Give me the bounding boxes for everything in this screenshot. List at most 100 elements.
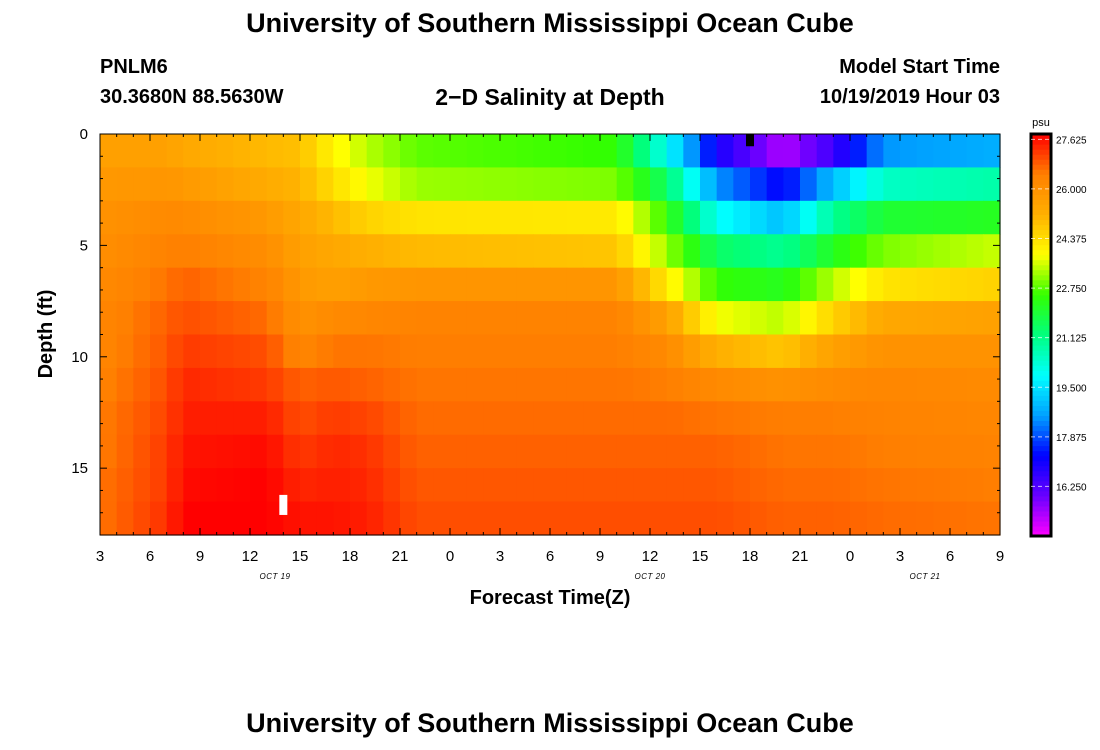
heatmap-cell — [650, 301, 668, 336]
heatmap-cell — [450, 234, 468, 269]
heatmap-cell — [916, 501, 934, 536]
heatmap-cell — [666, 367, 684, 402]
heatmap-cell — [233, 234, 251, 269]
heatmap-cell — [950, 334, 968, 369]
heatmap-cell — [816, 234, 834, 269]
heatmap-cell — [600, 468, 618, 503]
heatmap-cell — [316, 267, 334, 302]
heatmap-cell — [766, 200, 784, 235]
heatmap-cell — [266, 468, 284, 503]
heatmap-cell — [816, 267, 834, 302]
heatmap-cell — [500, 267, 518, 302]
heatmap-cell — [300, 468, 318, 503]
heatmap-cell — [100, 401, 118, 436]
heatmap-cell — [533, 267, 551, 302]
heatmap-cell — [800, 401, 818, 436]
heatmap-cell — [550, 501, 568, 536]
heatmap-cell — [433, 267, 451, 302]
heatmap-cell — [683, 134, 701, 169]
heatmap-cell — [100, 434, 118, 469]
heatmap-cell — [150, 234, 168, 269]
x-tick-label: 9 — [596, 548, 604, 565]
heatmap-cell — [650, 234, 668, 269]
heatmap-cell — [966, 167, 984, 202]
heatmap-cell — [450, 134, 468, 169]
x-tick-label: 12 — [642, 548, 659, 565]
heatmap-cell — [116, 234, 134, 269]
colorbar-swatch — [1031, 365, 1051, 371]
heatmap-cell — [600, 334, 618, 369]
heatmap-cell — [883, 167, 901, 202]
heatmap-cell — [450, 267, 468, 302]
heatmap-cell — [550, 167, 568, 202]
heatmap-cell — [133, 301, 151, 336]
heatmap-cell — [883, 200, 901, 235]
colorbar-label: 16.250 — [1056, 482, 1087, 493]
heatmap-cell — [200, 200, 218, 235]
heatmap-cell — [816, 334, 834, 369]
heatmap-cell — [333, 501, 351, 536]
heatmap-cell — [883, 501, 901, 536]
model-start-label: Model Start Time — [839, 56, 1000, 78]
heatmap-cell — [766, 501, 784, 536]
heatmap-cell — [116, 367, 134, 402]
heatmap-cell — [566, 134, 584, 169]
heatmap-cell — [516, 267, 534, 302]
heatmap-cell — [316, 434, 334, 469]
colorbar-swatch — [1031, 525, 1051, 532]
heatmap-cell — [583, 434, 601, 469]
heatmap-cell — [200, 367, 218, 402]
heatmap-cell — [450, 434, 468, 469]
heatmap-cell — [300, 301, 318, 336]
heatmap-cell — [666, 334, 684, 369]
heatmap-cell — [383, 200, 401, 235]
heatmap-cell — [616, 267, 634, 302]
heatmap-cell — [950, 234, 968, 269]
heatmap-cell — [816, 134, 834, 169]
heatmap-cell — [816, 200, 834, 235]
heatmap-cell — [783, 334, 801, 369]
heatmap-cell — [533, 167, 551, 202]
heatmap-cell — [833, 334, 851, 369]
heatmap-cell — [233, 334, 251, 369]
heatmap-cell — [500, 401, 518, 436]
colorbar-label: 17.875 — [1056, 433, 1087, 444]
heatmap-cell — [483, 200, 501, 235]
heatmap-cell — [733, 200, 751, 235]
heatmap-cell — [266, 401, 284, 436]
heatmap-cell — [333, 234, 351, 269]
heatmap-cell — [200, 434, 218, 469]
heatmap-cell — [983, 334, 1001, 369]
heatmap-cell — [283, 367, 301, 402]
heatmap-cell — [233, 401, 251, 436]
heatmap-cell — [583, 501, 601, 536]
heatmap-cell — [766, 434, 784, 469]
heatmap-cell — [250, 501, 268, 536]
heatmap-cell — [483, 234, 501, 269]
heatmap-cell — [283, 401, 301, 436]
heatmap-cell — [633, 468, 651, 503]
colorbar-swatch — [1031, 329, 1051, 336]
heatmap-cell — [866, 468, 884, 503]
heatmap-cell — [883, 334, 901, 369]
heatmap-cell — [433, 334, 451, 369]
heatmap-cell — [616, 401, 634, 436]
heatmap-cell — [150, 501, 168, 536]
heatmap-cell — [800, 434, 818, 469]
heatmap-cell — [700, 301, 718, 336]
heatmap-cell — [516, 468, 534, 503]
heatmap-cell — [783, 134, 801, 169]
heatmap-cell — [250, 167, 268, 202]
x-tick-label: 18 — [742, 548, 759, 565]
colorbar-label: 19.500 — [1056, 383, 1087, 394]
heatmap-cell — [333, 134, 351, 169]
heatmap-cell — [283, 134, 301, 169]
heatmap-cell — [683, 301, 701, 336]
heatmap-cell — [566, 200, 584, 235]
heatmap-cell — [283, 434, 301, 469]
heatmap-cell — [166, 234, 184, 269]
heatmap-cell — [966, 501, 984, 536]
heatmap-cell — [200, 134, 218, 169]
heatmap-cell — [416, 134, 434, 169]
heatmap-cell — [483, 401, 501, 436]
